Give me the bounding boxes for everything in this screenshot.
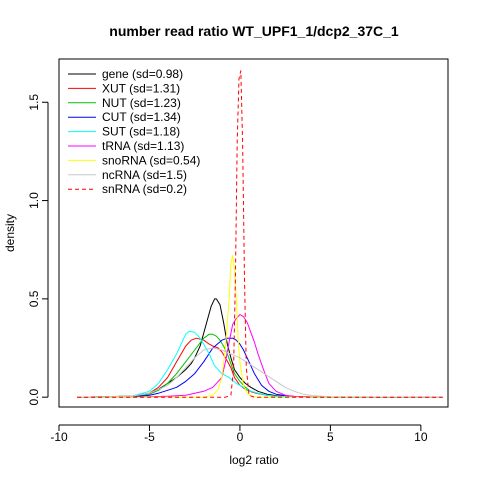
chart-title: number read ratio WT_UPF1_1/dcp2_37C_1 <box>109 23 399 39</box>
x-tick-label: -10 <box>50 430 68 444</box>
series-line-0 <box>77 298 443 398</box>
x-tick-label: 0 <box>237 430 244 444</box>
y-tick-label: 1.5 <box>27 94 41 111</box>
x-tick-label: 5 <box>327 430 334 444</box>
series-line-8 <box>77 70 443 398</box>
y-tick-label: 1.0 <box>27 192 41 209</box>
legend-label-6: snoRNA (sd=0.54) <box>102 153 200 167</box>
series-line-5 <box>77 314 443 398</box>
plot-area-frame <box>58 58 449 408</box>
series-layer <box>77 70 443 398</box>
x-axis-label: log2 ratio <box>229 453 279 467</box>
legend-label-8: snRNA (sd=0.2) <box>102 182 187 196</box>
legend-label-7: ncRNA (sd=1.5) <box>102 168 187 182</box>
x-tick-label: 10 <box>414 430 428 444</box>
legend-label-4: SUT (sd=1.18) <box>102 125 180 139</box>
series-line-2 <box>77 333 443 398</box>
series-line-4 <box>77 330 443 398</box>
x-tick-label: -5 <box>144 430 155 444</box>
series-line-7 <box>77 347 443 398</box>
legend-label-1: XUT (sd=1.31) <box>102 81 180 95</box>
series-line-1 <box>77 337 443 398</box>
legend-label-3: CUT (sd=1.34) <box>102 110 181 124</box>
legend-label-0: gene (sd=0.98) <box>102 67 183 81</box>
legend-label-5: tRNA (sd=1.13) <box>102 139 184 153</box>
y-tick-label: 0.0 <box>27 389 41 406</box>
series-line-6 <box>77 255 443 398</box>
legend-label-2: NUT (sd=1.23) <box>102 96 181 110</box>
x-axis: -10 -5 0 5 10 <box>50 424 428 444</box>
y-tick-label: 0.5 <box>27 290 41 307</box>
y-axis-label: density <box>3 214 17 252</box>
series-line-3 <box>77 337 443 398</box>
legend: gene (sd=0.98)XUT (sd=1.31)NUT (sd=1.23)… <box>68 67 200 196</box>
y-axis: 0.0 0.5 1.0 1.5 <box>27 94 49 406</box>
